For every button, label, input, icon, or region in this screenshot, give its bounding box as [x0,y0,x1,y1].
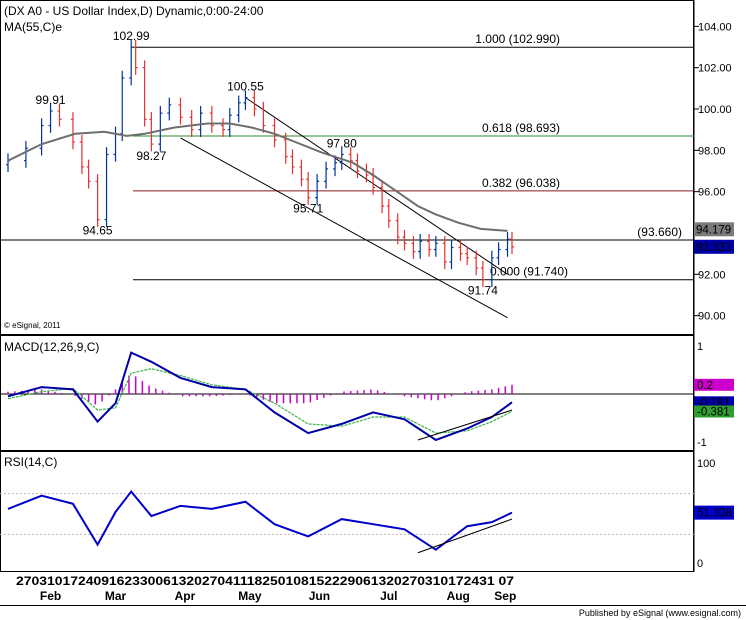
price-tick-label: 92.00 [698,269,726,281]
ma-label: MA(55,C)e [4,20,62,34]
rsi-value-box [694,505,734,520]
price-box-label: 93.333 [696,242,731,254]
month-labels: Feb Mar Apr May Jun Jul Aug Sep [40,589,516,603]
month-label: Sep [494,589,516,603]
month-label: Feb [40,589,61,603]
month-label: Jun [309,589,330,603]
price-annotation: 91.74 [468,284,498,298]
fib-label: (93.660) [637,225,682,239]
trend-channel [180,97,508,319]
price-box-label: 94.179 [696,224,731,236]
fib-label: 0.000 (91.740) [490,265,568,279]
price-tick-label: 104.00 [698,21,732,33]
rsi-value-label: 51.338 [697,508,732,520]
macd-value-box [694,378,734,391]
trendline [180,137,508,319]
month-label: Mar [105,589,127,603]
macd-signal-line [7,368,513,434]
day-ticks: 2703101724091623300613202704111825010815… [16,574,514,588]
macd-axis-top: 1 [697,341,703,353]
macd-panel-title: MACD(12,26,9,C) [4,340,99,354]
macd-value-label: -0.381 [697,407,730,419]
price-boxes: 94.179 93.333 [694,222,734,254]
panel-frames [0,0,746,606]
price-annotations: 99.91 102.99 98.27 94.65 100.55 97.80 95.71 91.… [36,29,499,298]
price-annotation: 94.65 [83,224,113,238]
price-box [694,222,734,237]
macd-value-label: 0.2 [697,380,713,392]
macd-trendline [417,409,513,441]
macd-value-box [694,405,734,418]
month-label: Apr [175,589,196,603]
month-label: Aug [447,589,470,603]
price-annotation: 95.71 [293,202,323,216]
rsi-axis-top: 100 [697,458,715,470]
fib-levels: 1.000 (102.990) 0.618 (98.693) 0.382 (96.0… [0,32,694,281]
price-tick-label: 90.00 [698,311,726,323]
price-tick-label: 98.00 [698,145,726,157]
macd-axis-bottom: -1 [697,437,707,449]
fib-label: 0.382 (96.038) [482,176,560,190]
fib-label: 0.618 (98.693) [482,121,560,135]
price-tick-label: 102.00 [698,63,732,75]
fib-label: 1.000 (102.990) [475,32,560,46]
macd-panel: 0.2-0.181-0.381 [0,351,734,442]
rsi-panel-title: RSI(14,C) [4,455,57,469]
price-annotation: 97.80 [327,136,357,150]
rsi-line [7,489,513,551]
macd-line [7,351,513,442]
month-label: Jul [380,589,397,603]
rsi-axis-bottom: 0 [697,558,703,570]
price-tick-label: 100.00 [698,104,732,116]
price-annotation: 100.55 [227,80,264,94]
price-tick-label: 96.00 [698,187,726,199]
price-annotation: 98.27 [136,149,166,163]
price-panel-title: (DX A0 - US Dollar Index,D) Dynamic,0:00… [4,4,264,18]
copyright-text: © eSignal, 2011 [4,321,61,330]
ma-line [7,122,508,232]
rsi-trendline [417,518,513,554]
macd-value-box [694,396,734,409]
trendline [245,97,508,275]
price-axis: 104.00 102.00 100.00 98.00 96.00 92.00 90.00 [694,21,732,323]
price-annotation: 99.91 [36,93,66,107]
price-box [694,239,734,254]
month-label: May [238,589,262,603]
rsi-panel: 51.338 [0,489,734,554]
published-by: Published by eSignal (www.esignal.com) [579,608,741,618]
price-annotation: 102.99 [113,29,150,43]
